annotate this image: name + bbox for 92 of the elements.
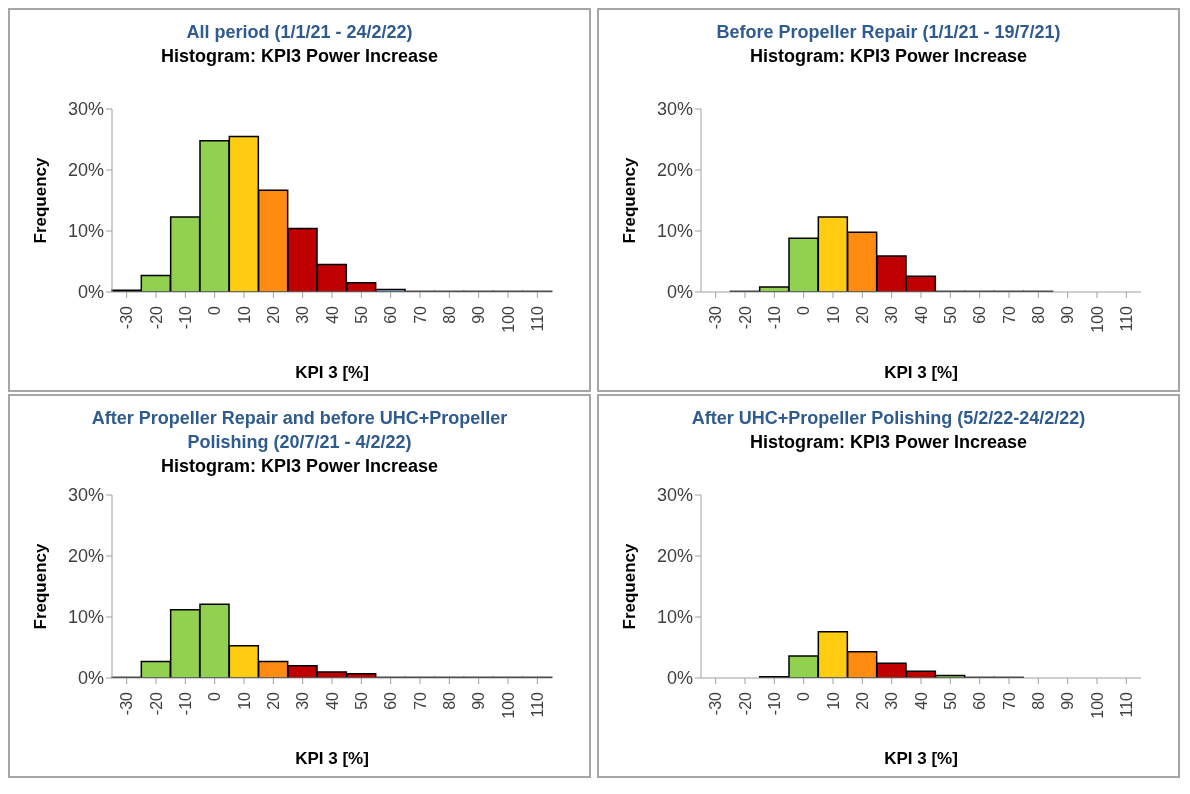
y-tick-label: 20% bbox=[67, 160, 104, 181]
y-tick-label: 0% bbox=[666, 668, 693, 689]
x-tick-label: 10 bbox=[235, 305, 253, 324]
y-tick-label: 30% bbox=[656, 485, 693, 506]
x-axis-title: KPI 3 [%] bbox=[295, 749, 369, 768]
chart-subtitle: Histogram: KPI3 Power Increase bbox=[749, 431, 1028, 454]
x-tick-label: 80 bbox=[1029, 305, 1047, 324]
x-tick-label: -20 bbox=[736, 305, 754, 330]
x-tick-label: 100 bbox=[499, 691, 517, 719]
y-tick-label: 0% bbox=[77, 668, 104, 689]
x-tick-label: -10 bbox=[176, 305, 194, 330]
x-tick-label: -10 bbox=[176, 691, 194, 716]
x-tick-label: -30 bbox=[707, 691, 725, 716]
x-tick-label: 0 bbox=[795, 305, 813, 315]
x-tick-label: 50 bbox=[941, 691, 959, 710]
x-tick-label: 90 bbox=[1059, 691, 1077, 710]
x-tick-label: 50 bbox=[941, 305, 959, 324]
x-tick-label: -20 bbox=[147, 691, 165, 716]
chart-title: Before Propeller Repair (1/1/21 - 19/7/21) bbox=[715, 21, 1062, 44]
x-tick-label: 80 bbox=[440, 305, 458, 324]
x-tick-label: 70 bbox=[1000, 305, 1018, 324]
y-tick-label: 30% bbox=[67, 99, 104, 120]
y-axis-title: Frequency bbox=[31, 542, 51, 630]
x-tick-label: 50 bbox=[352, 691, 370, 710]
y-tick-label: 20% bbox=[656, 546, 693, 567]
y-axis-title: Frequency bbox=[620, 156, 640, 244]
x-axis-title: KPI 3 [%] bbox=[295, 363, 369, 382]
chart-title: After UHC+Propeller Polishing (5/2/22-24/2/22) bbox=[690, 407, 1087, 430]
x-tick-label: -20 bbox=[736, 691, 754, 716]
x-tick-label: 100 bbox=[1088, 691, 1106, 719]
x-tick-label: 80 bbox=[1029, 691, 1047, 710]
x-tick-label: 110 bbox=[528, 691, 546, 718]
x-tick-label: 0 bbox=[206, 305, 224, 315]
x-tick-label: 0 bbox=[206, 691, 224, 701]
x-tick-label: -30 bbox=[118, 691, 136, 716]
x-tick-label: 60 bbox=[971, 305, 989, 324]
y-tick-label: 10% bbox=[656, 607, 693, 628]
x-tick-label: 30 bbox=[294, 691, 312, 710]
x-tick-label: 60 bbox=[382, 305, 400, 324]
x-tick-label: 0 bbox=[795, 691, 813, 701]
x-tick-label: 70 bbox=[1000, 691, 1018, 710]
x-tick-label: 100 bbox=[1088, 305, 1106, 333]
x-tick-label: 40 bbox=[912, 305, 930, 324]
x-tick-label: 90 bbox=[1059, 305, 1077, 324]
y-tick-label: 10% bbox=[67, 607, 104, 628]
x-tick-label: 70 bbox=[411, 305, 429, 324]
x-tick-label: 90 bbox=[470, 305, 488, 324]
x-tick-label: 10 bbox=[235, 691, 253, 710]
x-tick-label: 80 bbox=[440, 691, 458, 710]
x-tick-label: 110 bbox=[1117, 305, 1135, 332]
x-tick-label: 40 bbox=[323, 305, 341, 324]
x-tick-label: 110 bbox=[1117, 691, 1135, 718]
y-tick-label: 0% bbox=[77, 282, 104, 303]
y-tick-label: 30% bbox=[656, 99, 693, 120]
x-tick-label: 40 bbox=[912, 691, 930, 710]
x-tick-label: 40 bbox=[323, 691, 341, 710]
x-tick-label: 70 bbox=[411, 691, 429, 710]
chart-title: After Propeller Repair and before UHC+Propeller Polishing (20/7/21 - 4/2/22) bbox=[90, 407, 509, 454]
x-tick-label: 20 bbox=[853, 305, 871, 324]
x-tick-label: 10 bbox=[824, 691, 842, 710]
x-tick-label: 30 bbox=[883, 305, 901, 324]
chart-subtitle: Histogram: KPI3 Power Increase bbox=[160, 455, 439, 478]
y-tick-label: 0% bbox=[666, 282, 693, 303]
y-axis-title: Frequency bbox=[620, 542, 640, 630]
y-tick-label: 10% bbox=[67, 221, 104, 242]
x-tick-label: 10 bbox=[824, 305, 842, 324]
x-tick-label: 60 bbox=[382, 691, 400, 710]
chart-title: All period (1/1/21 - 24/2/22) bbox=[185, 21, 414, 44]
x-tick-label: -10 bbox=[765, 691, 783, 716]
y-tick-label: 20% bbox=[656, 160, 693, 181]
x-tick-label: 60 bbox=[971, 691, 989, 710]
x-tick-label: 20 bbox=[853, 691, 871, 710]
x-tick-label: 110 bbox=[528, 305, 546, 332]
x-tick-label: -30 bbox=[118, 305, 136, 330]
chart-subtitle: Histogram: KPI3 Power Increase bbox=[160, 45, 439, 68]
y-tick-label: 20% bbox=[67, 546, 104, 567]
y-axis-title: Frequency bbox=[31, 156, 51, 244]
x-axis-title: KPI 3 [%] bbox=[884, 363, 958, 382]
x-axis-title: KPI 3 [%] bbox=[884, 749, 958, 768]
chart-subtitle: Histogram: KPI3 Power Increase bbox=[749, 45, 1028, 68]
x-tick-label: 30 bbox=[883, 691, 901, 710]
x-tick-label: 50 bbox=[352, 305, 370, 324]
y-tick-label: 10% bbox=[656, 221, 693, 242]
x-tick-label: -10 bbox=[765, 305, 783, 330]
x-tick-label: 100 bbox=[499, 305, 517, 333]
x-tick-label: 90 bbox=[470, 691, 488, 710]
x-tick-label: -30 bbox=[707, 305, 725, 330]
x-tick-label: 30 bbox=[294, 305, 312, 324]
x-tick-label: -20 bbox=[147, 305, 165, 330]
y-tick-label: 30% bbox=[67, 485, 104, 506]
x-tick-label: 20 bbox=[264, 691, 282, 710]
x-tick-label: 20 bbox=[264, 305, 282, 324]
